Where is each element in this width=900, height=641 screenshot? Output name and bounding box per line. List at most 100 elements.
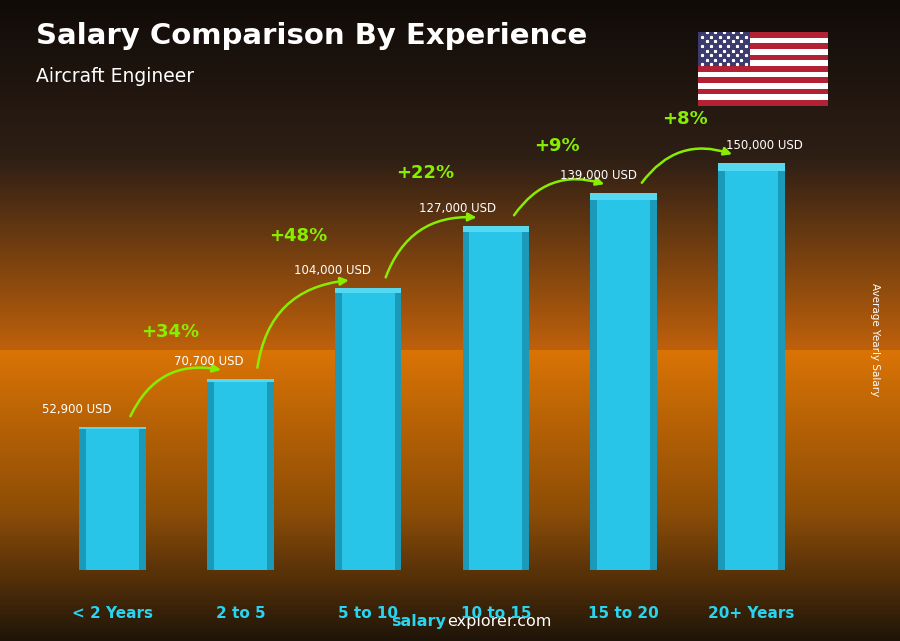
Bar: [0, 295, 900, 297]
Bar: [0, 113, 900, 115]
Text: 15 to 20: 15 to 20: [589, 606, 659, 620]
Bar: [0, 192, 900, 194]
Bar: [0, 342, 900, 344]
Bar: [0, 333, 900, 335]
Bar: [0, 560, 900, 562]
Bar: [0, 21, 900, 24]
Bar: [0, 6, 900, 8]
Bar: [778, 163, 785, 570]
Bar: [0, 17, 900, 19]
Bar: [0, 306, 900, 308]
Bar: [522, 226, 529, 570]
Bar: [0, 344, 900, 346]
Bar: [0, 222, 900, 224]
Text: 139,000 USD: 139,000 USD: [560, 169, 636, 182]
Bar: [0, 581, 900, 583]
Bar: [0, 242, 900, 244]
Bar: [267, 379, 274, 570]
Bar: [0, 545, 900, 547]
Bar: [0, 410, 900, 412]
Bar: [0, 267, 900, 269]
Text: Salary Comparison By Experience: Salary Comparison By Experience: [36, 22, 587, 51]
Bar: [0, 237, 900, 239]
Bar: [0, 487, 900, 489]
Bar: [0, 320, 900, 322]
Bar: [0, 288, 900, 290]
Bar: [698, 44, 828, 49]
Bar: [0, 85, 900, 88]
Bar: [0, 4, 900, 6]
Bar: [0, 635, 900, 637]
Bar: [0, 310, 900, 312]
Bar: [0, 190, 900, 192]
Bar: [0, 500, 900, 502]
Bar: [0, 389, 900, 391]
Bar: [0, 590, 900, 592]
Bar: [0, 98, 900, 101]
Bar: [0, 367, 900, 370]
Bar: [0, 154, 900, 156]
Bar: [0, 474, 900, 476]
Bar: [0, 504, 900, 506]
Bar: [0, 94, 900, 96]
Bar: [0, 479, 900, 481]
Bar: [335, 288, 401, 293]
Bar: [0, 463, 900, 466]
Text: 10 to 15: 10 to 15: [461, 606, 531, 620]
Bar: [0, 284, 900, 287]
Text: 20+ Years: 20+ Years: [708, 606, 795, 620]
Bar: [0, 109, 900, 111]
Bar: [0, 447, 900, 449]
Text: Aircraft Engineer: Aircraft Engineer: [36, 67, 194, 87]
Bar: [0, 419, 900, 421]
Bar: [0, 601, 900, 603]
Bar: [590, 193, 657, 570]
Bar: [0, 633, 900, 635]
Bar: [0, 453, 900, 455]
Bar: [0, 248, 900, 250]
Bar: [0, 322, 900, 325]
Bar: [0, 263, 900, 265]
Bar: [0, 524, 900, 526]
Bar: [0, 224, 900, 226]
Text: 127,000 USD: 127,000 USD: [419, 202, 496, 215]
Bar: [0, 594, 900, 596]
Bar: [0, 149, 900, 152]
Bar: [0, 483, 900, 485]
Bar: [0, 374, 900, 376]
Bar: [0, 502, 900, 504]
Bar: [0, 378, 900, 380]
Bar: [0, 415, 900, 417]
Bar: [0, 64, 900, 66]
Bar: [0, 506, 900, 508]
Bar: [0, 156, 900, 158]
Bar: [0, 399, 900, 402]
Bar: [0, 620, 900, 622]
Bar: [0, 69, 900, 71]
Bar: [0, 130, 900, 133]
Text: +34%: +34%: [141, 322, 199, 340]
Bar: [0, 207, 900, 210]
Text: explorer.com: explorer.com: [447, 615, 552, 629]
Bar: [0, 297, 900, 299]
Bar: [0, 617, 900, 620]
Bar: [0, 577, 900, 579]
Bar: [0, 246, 900, 248]
Bar: [0, 406, 900, 408]
Text: +8%: +8%: [662, 110, 707, 128]
Bar: [0, 570, 900, 572]
Bar: [0, 442, 900, 444]
Bar: [0, 428, 900, 429]
Bar: [0, 492, 900, 494]
Bar: [0, 387, 900, 389]
Bar: [0, 169, 900, 171]
Bar: [0, 611, 900, 613]
Bar: [0, 30, 900, 32]
Bar: [0, 210, 900, 212]
Bar: [0, 626, 900, 628]
Bar: [0, 173, 900, 175]
Bar: [0, 165, 900, 167]
Text: 2 to 5: 2 to 5: [216, 606, 266, 620]
Bar: [0, 212, 900, 213]
Bar: [0, 104, 900, 107]
